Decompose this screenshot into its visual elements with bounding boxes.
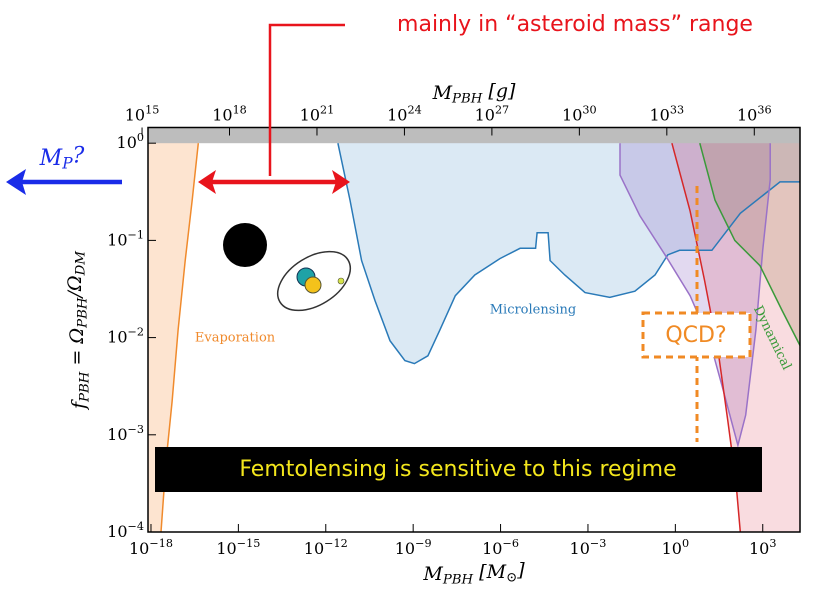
qcd-box <box>641 311 752 359</box>
arrow-head <box>6 169 26 195</box>
region-fill <box>699 127 800 346</box>
x2-tick-label: 1015 <box>125 103 160 124</box>
star <box>304 276 322 294</box>
y-tick-label: 10−1 <box>107 228 144 249</box>
black-hole <box>223 223 267 267</box>
x-tick-label: 10−9 <box>395 537 432 558</box>
constraint-curve <box>337 143 800 365</box>
qcd-annotation: QCD? <box>665 323 726 348</box>
femto-annotation: Femtolensing is sensitive to this regime <box>239 457 676 482</box>
excluded-band <box>148 127 800 144</box>
y-tick-label: 10−3 <box>107 423 144 444</box>
region-fill <box>620 127 771 446</box>
x2-tick-label: 1030 <box>562 103 597 124</box>
decorations: mainly in “asteroid mass” range MP? QCD?… <box>6 12 762 492</box>
y-axis-title: fPBH = ΩPBH/ΩDM <box>64 251 92 411</box>
arrow-head <box>332 170 350 194</box>
region-label: Microlensing <box>490 303 577 318</box>
bracket <box>268 23 345 176</box>
x2-tick-label: 1024 <box>387 103 422 124</box>
planck-annotation: MP? <box>39 144 85 173</box>
x-tick-label: 10−12 <box>304 537 348 558</box>
x2-tick-label: 1036 <box>737 103 772 124</box>
constraint-curve <box>619 143 771 449</box>
x-tick-label: 10−15 <box>216 537 260 558</box>
planet <box>337 277 345 285</box>
plot-frame <box>147 126 801 533</box>
y-tick-label: 10−2 <box>107 326 144 347</box>
x-tick-label: 100 <box>662 537 689 558</box>
x-tick-label: 103 <box>749 537 776 558</box>
region-fill <box>337 127 800 364</box>
y-tick-label: 10−4 <box>107 520 144 541</box>
x-tick-label: 10−6 <box>482 537 519 558</box>
x2-tick-label: 1033 <box>650 103 685 124</box>
x2-tick-label: 1021 <box>300 103 335 124</box>
arrow-head <box>198 170 216 194</box>
x-tick-label: 10−3 <box>570 537 607 558</box>
orbit <box>277 250 351 312</box>
region-label: Evaporation <box>195 331 276 346</box>
constraint-curve <box>699 143 801 346</box>
femto-banner <box>155 447 762 492</box>
x2-axis-title: MPBH [g] <box>432 80 516 106</box>
x2-tick-label: 1027 <box>475 103 510 124</box>
x-tick-label: 10−18 <box>129 537 173 558</box>
x2-tick-label: 1018 <box>212 103 247 124</box>
range-annotation: mainly in “asteroid mass” range <box>397 12 753 37</box>
y-tick-label: 100 <box>117 131 144 152</box>
x-axis-title: MPBH [M⊙] <box>422 559 525 587</box>
region-fill <box>148 127 199 532</box>
